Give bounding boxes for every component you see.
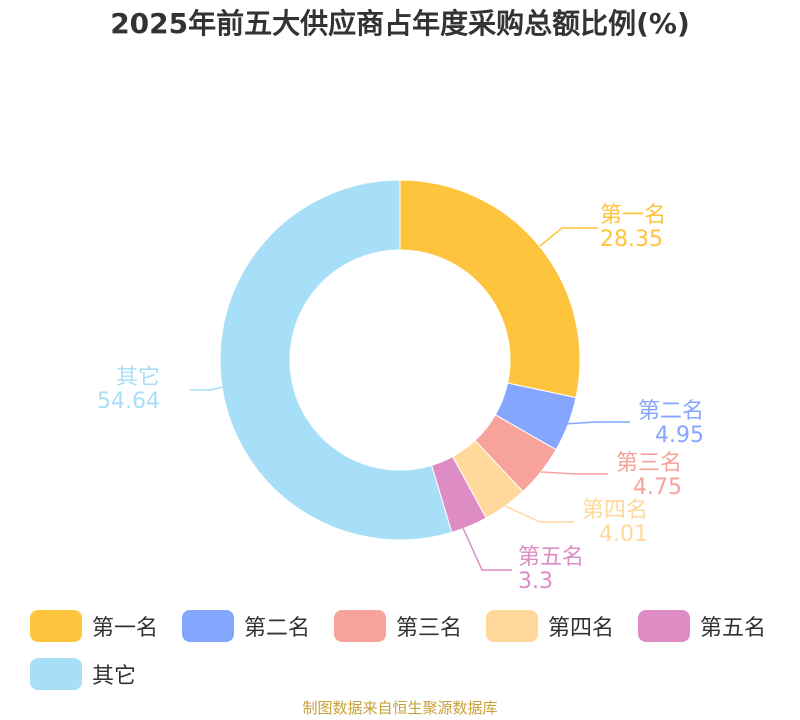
slice-label-value-5: 3.3 — [518, 569, 553, 594]
slice-label-value-2: 4.95 — [655, 423, 704, 448]
slice-label-name-1: 第一名 — [600, 203, 666, 228]
legend-item-6[interactable]: 其它 — [30, 656, 136, 692]
legend-item-1[interactable]: 第一名 — [30, 608, 158, 644]
legend-label-6: 其它 — [92, 664, 137, 689]
leader-line-6 — [190, 386, 224, 391]
legend-item-3[interactable]: 第三名 — [334, 608, 462, 644]
leader-line-3 — [540, 471, 608, 475]
legend-item-5[interactable]: 第五名 — [638, 608, 766, 644]
legend-swatch-5 — [638, 610, 690, 642]
slice-label-value-1: 28.35 — [600, 227, 663, 252]
source-note: 制图数据来自恒生聚源数据库 — [302, 699, 498, 717]
legend-swatch-6 — [30, 658, 82, 690]
legend-label-5: 第五名 — [700, 616, 767, 641]
leader-line-2 — [563, 421, 630, 425]
legend-swatch-2 — [182, 610, 234, 642]
legend-label-3: 第三名 — [396, 616, 463, 641]
slice-label-name-6: 其它 — [116, 365, 160, 390]
legend-swatch-3 — [334, 610, 386, 642]
chart-title: 2025年前五大供应商占年度采购总额比例(%) — [110, 7, 690, 40]
slice-label-name-3: 第三名 — [616, 451, 682, 476]
donut-slice-6[interactable] — [219, 179, 453, 541]
leader-line-1 — [539, 227, 598, 247]
legend-swatch-4 — [486, 610, 538, 642]
slice-label-name-2: 第二名 — [638, 399, 704, 424]
legend-item-4[interactable]: 第四名 — [486, 608, 614, 644]
donut-slice-1[interactable] — [399, 179, 581, 399]
slice-label-value-3: 4.75 — [633, 475, 682, 500]
slice-label-name-5: 第五名 — [518, 545, 584, 570]
legend-label-1: 第一名 — [92, 616, 159, 641]
legend-label-2: 第二名 — [244, 616, 311, 641]
slice-label-value-4: 4.01 — [599, 522, 648, 547]
leader-line-4 — [504, 505, 574, 523]
legend-swatch-1 — [30, 610, 82, 642]
legend-item-2[interactable]: 第二名 — [182, 608, 310, 644]
leader-line-5 — [462, 527, 512, 571]
legend-label-4: 第四名 — [548, 616, 615, 641]
slice-label-name-4: 第四名 — [582, 498, 648, 523]
slice-label-value-6: 54.64 — [97, 389, 160, 414]
